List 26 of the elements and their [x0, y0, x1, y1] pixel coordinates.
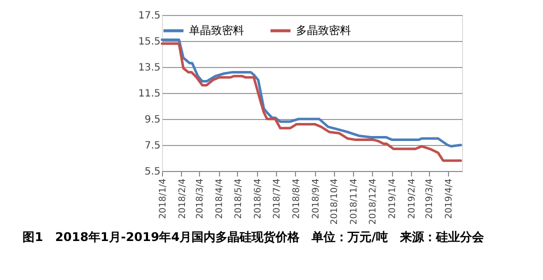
x-tick-label: 2018/3/4	[196, 178, 206, 219]
legend-label: 多晶致密料	[296, 24, 351, 37]
x-tick-label: 2018/1/4	[158, 178, 168, 219]
x-tick-label: 2019/2/4	[408, 178, 418, 219]
x-tick-label: 2018/11/4	[350, 178, 360, 225]
y-tick-label: 5.5	[144, 166, 160, 178]
legend-label: 单晶致密料	[189, 24, 244, 37]
x-tick-label: 2018/5/4	[234, 178, 244, 219]
x-tick-label: 2018/10/4	[330, 178, 340, 225]
x-tick-label: 2018/7/4	[272, 178, 282, 219]
x-tick-label: 2018/4/4	[215, 178, 226, 219]
y-tick-label: 13.5	[138, 62, 160, 74]
x-tick-label: 2018/9/4	[311, 178, 322, 219]
x-tick-label: 2018/8/4	[292, 178, 302, 219]
x-tick-label: 2018/12/4	[368, 178, 379, 225]
x-tick-label: 2018/2/4	[178, 178, 188, 219]
x-tick-label: 2018/6/4	[253, 178, 264, 219]
x-tick-label: 2019/1/4	[388, 178, 398, 219]
x-tick-label: 2019/3/4	[425, 178, 436, 219]
y-tick-label: 7.5	[144, 140, 160, 152]
y-tick-label: 15.5	[138, 36, 160, 48]
y-tick-label: 11.5	[138, 88, 160, 100]
x-tick-label: 2019/4/4	[444, 178, 455, 219]
y-tick-label: 17.5	[138, 10, 160, 22]
caption: 图1 2018年1月-2019年4月国内多晶硅现货价格 单位：万元/吨 来源：硅业分会	[22, 230, 485, 244]
y-tick-label: 9.5	[144, 114, 160, 126]
